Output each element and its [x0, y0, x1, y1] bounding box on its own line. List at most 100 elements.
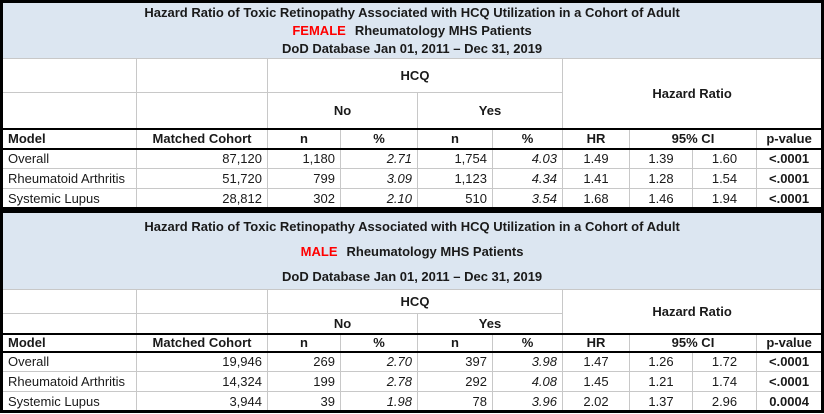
- col-header-no-n: n: [267, 127, 341, 150]
- cell-hr: 1.68: [562, 188, 630, 209]
- male-title-row: Hazard Ratio of Toxic Retinopathy Associ…: [0, 211, 824, 290]
- cell-ci-high: 1.94: [692, 188, 757, 209]
- col-header-hr: HR: [562, 127, 630, 150]
- cell-ci-high: 1.54: [692, 168, 757, 189]
- cell-ci-high: 2.96: [692, 391, 757, 412]
- hazard-ratio-group-header: Hazard Ratio: [561, 289, 824, 334]
- cell-matched-cohort: 14,324: [136, 371, 268, 392]
- male-table-title: Hazard Ratio of Toxic Retinopathy Associ…: [0, 211, 824, 290]
- cell-ci-low: 1.39: [629, 148, 693, 169]
- title-line-2: MALE Rheumatology MHS Patients: [8, 239, 816, 264]
- female-table-title: Hazard Ratio of Toxic Retinopathy Associ…: [0, 1, 824, 59]
- col-header-model: Model: [1, 332, 137, 353]
- cell-p-value: <.0001: [755, 148, 824, 169]
- title-line-2-rest: Rheumatology MHS Patients: [346, 243, 524, 259]
- cell-hr: 2.02: [562, 391, 630, 412]
- cell-matched-cohort: 51,720: [136, 168, 268, 189]
- cell-yes-n: 510: [417, 188, 493, 209]
- table-row: Systemic Lupus 3,944 39 1.98 78 3.96 2.0…: [1, 391, 824, 412]
- col-header-yes-n: n: [417, 127, 493, 150]
- blank-cell: [136, 313, 268, 334]
- title-line-2: FEMALE Rheumatology MHS Patients: [8, 22, 816, 40]
- cell-no-pct: 1.98: [340, 391, 418, 412]
- gender-highlight-male: MALE: [300, 243, 338, 259]
- blank-cell: [1, 289, 137, 314]
- cell-yes-n: 1,123: [417, 168, 493, 189]
- cell-ci-low: 1.21: [629, 371, 693, 392]
- cell-model: Overall: [1, 148, 137, 169]
- female-cohort-table: Hazard Ratio of Toxic Retinopathy Associ…: [0, 0, 824, 210]
- cell-p-value: <.0001: [755, 188, 824, 209]
- title-line-3: DoD Database Jan 01, 2011 – Dec 31, 2019: [281, 268, 543, 284]
- col-header-p-value: p-value: [755, 332, 824, 353]
- cell-no-pct: 2.78: [340, 371, 418, 392]
- col-header-no-n: n: [267, 332, 341, 353]
- female-no-yes-header-row: No Yes: [1, 92, 823, 129]
- blank-cell: [136, 92, 268, 129]
- col-header-p-value: p-value: [755, 127, 824, 150]
- col-header-ci: 95% CI: [629, 127, 757, 150]
- cell-p-value: 0.0004: [755, 391, 824, 412]
- cell-ci-high: 1.72: [692, 351, 757, 372]
- hazard-ratio-group-header: Hazard Ratio: [561, 58, 824, 129]
- cell-hr: 1.49: [562, 148, 630, 169]
- cell-model: Overall: [1, 351, 137, 372]
- cell-no-pct: 2.71: [340, 148, 418, 169]
- cell-p-value: <.0001: [755, 351, 824, 372]
- cell-no-pct: 3.09: [340, 168, 418, 189]
- cell-no-n: 39: [267, 391, 341, 412]
- blank-cell: [1, 313, 137, 334]
- col-header-yes-pct: %: [492, 127, 563, 150]
- cell-no-n: 799: [267, 168, 341, 189]
- cell-matched-cohort: 87,120: [136, 148, 268, 169]
- male-column-header-row: Model Matched Cohort n % n % HR 95% CI p…: [1, 332, 824, 353]
- cell-yes-n: 78: [417, 391, 493, 412]
- col-header-no-pct: %: [340, 127, 418, 150]
- cell-yes-n: 1,754: [417, 148, 493, 169]
- hcq-yes-header: Yes: [417, 92, 563, 129]
- cell-yes-pct: 4.34: [492, 168, 563, 189]
- cell-model: Systemic Lupus: [1, 188, 137, 209]
- cell-yes-pct: 3.98: [492, 351, 563, 372]
- male-group-header-row: HCQ Hazard Ratio: [1, 289, 824, 334]
- table-row: Rheumatoid Arthritis 51,720 799 3.09 1,1…: [1, 168, 824, 189]
- cell-ci-high: 1.60: [692, 148, 757, 169]
- cell-ci-low: 1.26: [629, 351, 693, 372]
- cell-yes-pct: 4.03: [492, 148, 563, 169]
- blank-cell: [136, 289, 268, 314]
- female-group-header-row: HCQ Hazard Ratio: [1, 58, 824, 129]
- col-header-yes-pct: %: [492, 332, 563, 353]
- cell-no-pct: 2.10: [340, 188, 418, 209]
- col-header-model: Model: [1, 127, 137, 150]
- cell-ci-high: 1.74: [692, 371, 757, 392]
- cell-model: Rheumatoid Arthritis: [1, 168, 137, 189]
- col-header-no-pct: %: [340, 332, 418, 353]
- col-header-ci: 95% CI: [629, 332, 757, 353]
- cell-no-n: 1,180: [267, 148, 341, 169]
- cell-ci-low: 1.37: [629, 391, 693, 412]
- female-column-header-row: Model Matched Cohort n % n % HR 95% CI p…: [1, 127, 824, 150]
- hcq-group-header: HCQ: [267, 58, 563, 93]
- cell-p-value: <.0001: [755, 371, 824, 392]
- male-cohort-table: Hazard Ratio of Toxic Retinopathy Associ…: [0, 210, 824, 413]
- cell-matched-cohort: 19,946: [136, 351, 268, 372]
- cell-matched-cohort: 28,812: [136, 188, 268, 209]
- title-line-3: DoD Database Jan 01, 2011 – Dec 31, 2019: [281, 40, 543, 56]
- cell-no-pct: 2.70: [340, 351, 418, 372]
- cell-no-n: 199: [267, 371, 341, 392]
- cell-yes-pct: 3.96: [492, 391, 563, 412]
- cell-model: Rheumatoid Arthritis: [1, 371, 137, 392]
- cell-matched-cohort: 3,944: [136, 391, 268, 412]
- title-line-2-rest: Rheumatology MHS Patients: [354, 22, 532, 38]
- col-header-hr: HR: [562, 332, 630, 353]
- cell-yes-pct: 3.54: [492, 188, 563, 209]
- cell-yes-n: 292: [417, 371, 493, 392]
- hcq-group-header: HCQ: [267, 289, 563, 314]
- table-row: Overall 19,946 269 2.70 397 3.98 1.47 1.…: [1, 351, 824, 372]
- cell-ci-low: 1.28: [629, 168, 693, 189]
- blank-cell: [1, 92, 137, 129]
- gender-highlight-female: FEMALE: [292, 22, 346, 38]
- table-row: Rheumatoid Arthritis 14,324 199 2.78 292…: [1, 371, 824, 392]
- table-row: Systemic Lupus 28,812 302 2.10 510 3.54 …: [1, 188, 824, 209]
